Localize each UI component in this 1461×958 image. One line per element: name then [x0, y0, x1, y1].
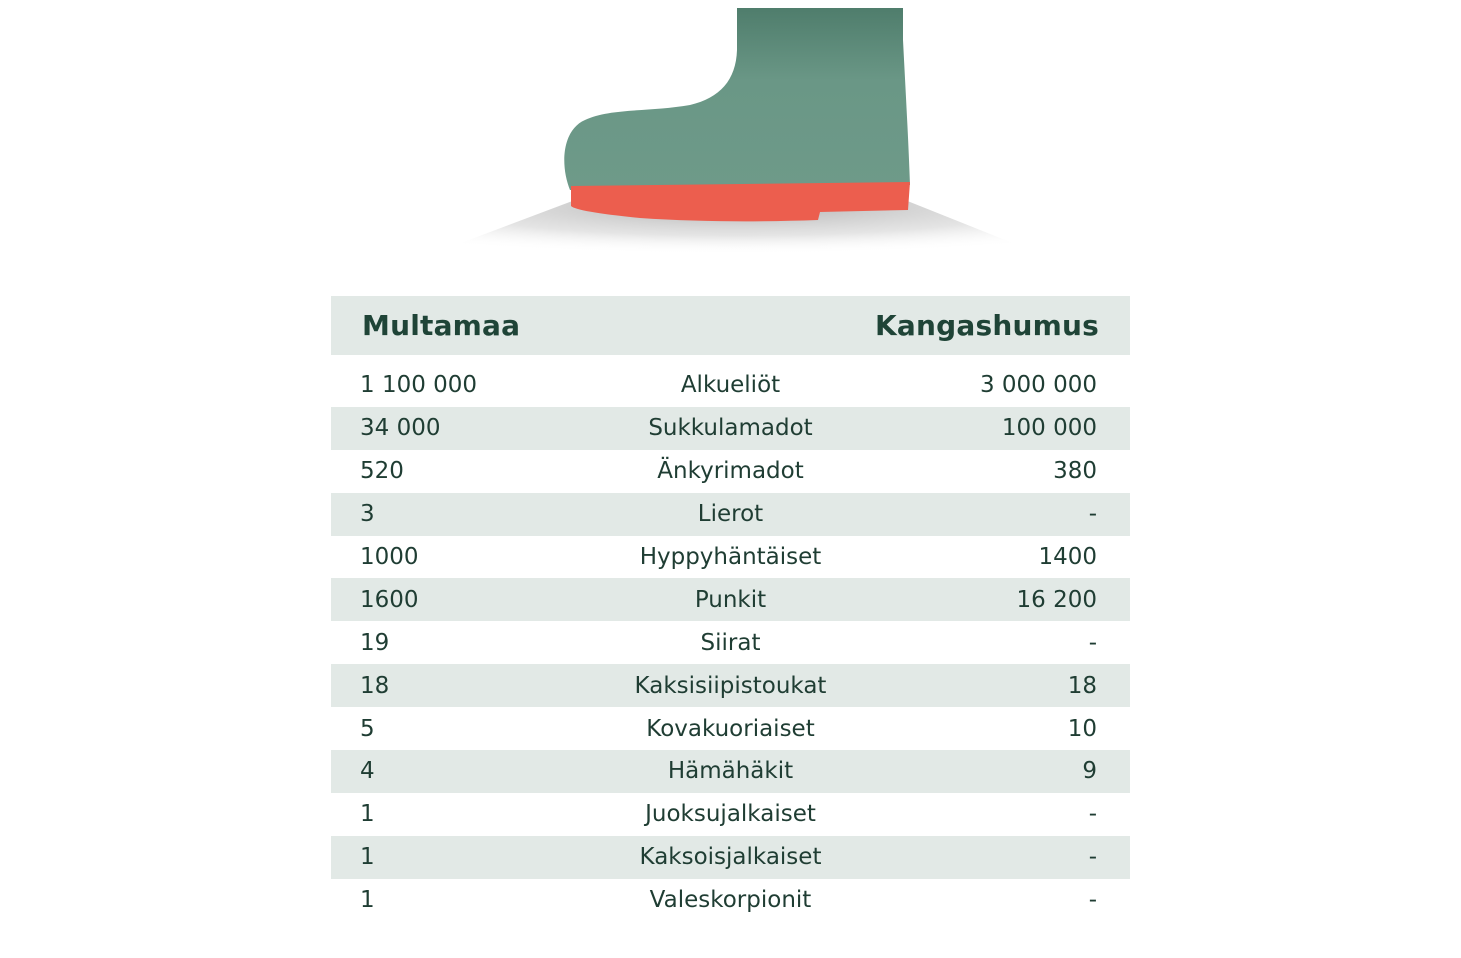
boot-illustration: [395, 8, 1075, 268]
organism-name: Punkit: [694, 586, 767, 613]
multamaa-value: 5: [360, 715, 375, 742]
kangashumus-value: 1400: [1038, 544, 1097, 570]
kangashumus-value: 3 000 000: [979, 372, 1097, 399]
organism-name: Hämähäkit: [667, 758, 794, 785]
boot-sole: [571, 182, 910, 222]
multamaa-value: 3: [360, 501, 375, 528]
table-row: 19 Siirat -: [331, 621, 1130, 664]
table-body: 1 100 000 Alkueliöt 3 000 000 34 000 Sukkula…: [331, 364, 1130, 922]
organism-name: Änkyrimadot: [657, 458, 804, 485]
organism-name: Siirat: [700, 629, 761, 656]
multamaa-value: 1600: [360, 586, 419, 613]
boot-body: [564, 8, 910, 190]
kangashumus-value: 16 200: [1016, 586, 1097, 613]
kangashumus-value: 380: [1053, 458, 1097, 485]
table-row: 1000 Hyppyhäntäiset 1400: [331, 536, 1130, 579]
table-row: 18 Kaksisiipistoukat 18: [331, 664, 1130, 708]
organism-name: Kovakuoriaiset: [646, 715, 815, 742]
kangashumus-value: -: [1088, 801, 1097, 828]
organism-name: Kaksoisjalkaiset: [639, 844, 822, 871]
organism-name: Valeskorpionit: [649, 887, 812, 914]
multamaa-value: 1: [360, 801, 375, 828]
table-row: 5 Kovakuoriaiset 10: [331, 707, 1130, 750]
organism-name: Lierot: [697, 501, 764, 528]
header-multamaa: Multamaa: [362, 309, 521, 342]
table-row: 1600 Punkit 16 200: [331, 578, 1130, 622]
table-row: 3 Lierot -: [331, 492, 1130, 536]
multamaa-value: 520: [360, 458, 404, 485]
kangashumus-value: 10: [1067, 715, 1097, 742]
multamaa-value: 34 000: [360, 415, 441, 442]
multamaa-value: 19: [360, 629, 390, 656]
kangashumus-value: -: [1088, 629, 1097, 656]
table-row: 1 Juoksujalkaiset -: [331, 793, 1130, 836]
multamaa-value: 1: [360, 844, 375, 871]
multamaa-value: 1: [360, 887, 375, 914]
table-row: 520 Änkyrimadot 380: [331, 450, 1130, 493]
table-row: 34 000 Sukkulamadot 100 000: [331, 406, 1130, 450]
organism-name: Alkueliöt: [680, 372, 781, 399]
table-row: 1 Valeskorpionit -: [331, 879, 1130, 922]
table-header: Multamaa Kangashumus: [331, 296, 1130, 355]
organism-name: Kaksisiipistoukat: [634, 672, 827, 699]
soil-fauna-table: Multamaa Kangashumus 1 100 000 Alkueliöt 3…: [331, 296, 1130, 922]
organism-name: Sukkulamadot: [648, 415, 813, 442]
table-row: 1 100 000 Alkueliöt 3 000 000: [331, 364, 1130, 407]
header-kangashumus: Kangashumus: [875, 309, 1099, 342]
kangashumus-value: 9: [1082, 758, 1097, 785]
organism-name: Juoksujalkaiset: [645, 801, 816, 828]
multamaa-value: 1000: [360, 544, 419, 570]
organism-name: Hyppyhäntäiset: [639, 544, 822, 570]
kangashumus-value: -: [1088, 887, 1097, 914]
ground-shadow: [395, 200, 1075, 268]
kangashumus-value: -: [1088, 501, 1097, 528]
table-row: 1 Kaksoisjalkaiset -: [331, 835, 1130, 879]
table-row: 4 Hämähäkit 9: [331, 750, 1130, 793]
kangashumus-value: 100 000: [1001, 415, 1097, 442]
multamaa-value: 18: [360, 672, 390, 699]
kangashumus-value: -: [1088, 844, 1097, 871]
multamaa-value: 4: [360, 758, 375, 785]
multamaa-value: 1 100 000: [360, 372, 478, 399]
kangashumus-value: 18: [1067, 672, 1097, 699]
